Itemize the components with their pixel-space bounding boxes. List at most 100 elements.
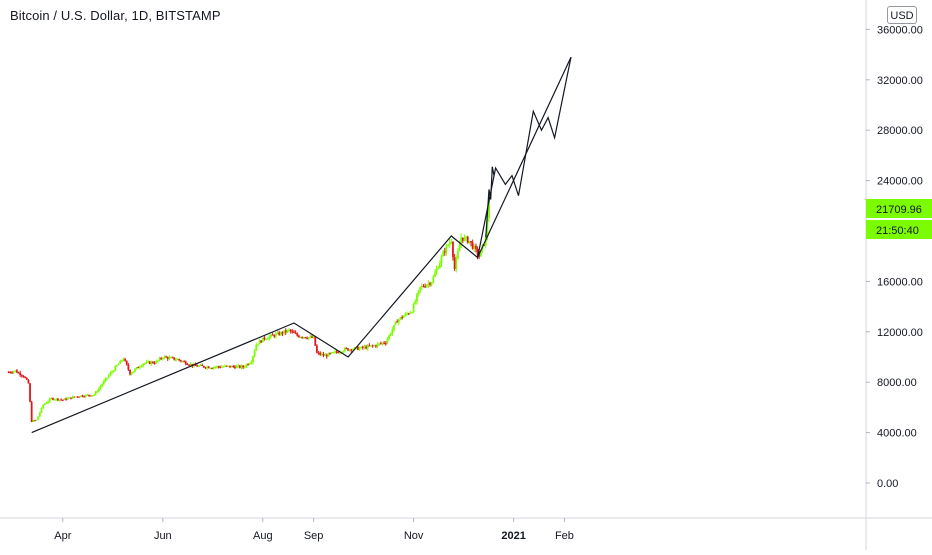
candle-body: [135, 367, 138, 369]
candle-body: [148, 361, 151, 364]
candle-body: [291, 331, 294, 333]
candle-body: [214, 367, 217, 369]
candle-body: [160, 358, 163, 360]
candle-body: [381, 342, 384, 344]
candle-body: [250, 362, 253, 364]
candle-body: [45, 402, 48, 404]
candle-body: [70, 397, 72, 399]
candle-body: [122, 359, 125, 361]
candle-body: [16, 370, 18, 373]
candle-body: [361, 346, 364, 348]
candle-body: [379, 343, 382, 345]
candle-body: [76, 396, 79, 398]
candle-body: [183, 361, 186, 363]
candle-body: [352, 349, 354, 351]
candle-body: [120, 360, 123, 362]
candle-body: [294, 332, 297, 334]
candle-body: [99, 386, 102, 389]
candle-body: [212, 367, 215, 369]
y-tick-label: 16000.00: [877, 276, 923, 288]
candle-body: [137, 367, 140, 369]
candle-body: [281, 332, 284, 334]
candle-body: [106, 377, 108, 379]
candle-body: [224, 365, 227, 367]
candle-body: [373, 345, 376, 347]
candle-body: [158, 358, 161, 361]
candle-body: [343, 348, 346, 352]
candle-body: [12, 371, 15, 373]
candle-body: [302, 337, 305, 339]
candle-body: [271, 334, 274, 336]
candle-body: [237, 365, 240, 367]
candle-body: [55, 398, 58, 400]
candle-body: [65, 398, 67, 400]
candle-body: [102, 381, 105, 385]
x-tick-label: Nov: [404, 530, 424, 542]
candle-body: [420, 285, 423, 287]
candle-body: [320, 353, 323, 355]
candle-body: [396, 321, 399, 323]
candle-body: [268, 336, 271, 339]
candle-body: [412, 303, 415, 313]
candle-body: [253, 350, 256, 357]
candle-body: [94, 391, 97, 395]
candle-body: [109, 372, 112, 376]
candle-body: [384, 343, 387, 345]
y-tick-label: 24000.00: [877, 176, 923, 188]
y-tick-label: 8000.00: [877, 377, 917, 389]
candle-body: [86, 394, 89, 396]
candle-body: [304, 337, 307, 339]
candle-body: [181, 361, 184, 363]
candle-body: [275, 333, 277, 337]
candle-body: [278, 332, 281, 336]
candle-body: [314, 336, 317, 346]
candle-body: [263, 337, 266, 340]
candle-body: [216, 366, 218, 368]
candle-body: [242, 365, 245, 368]
x-tick-label: Apr: [54, 530, 71, 542]
candle-body: [460, 237, 463, 246]
candle-body: [289, 329, 292, 332]
candle-body: [207, 366, 210, 369]
candle-body: [25, 377, 28, 380]
candle-body: [273, 335, 276, 337]
candle-body: [47, 401, 49, 403]
candle-body: [219, 366, 222, 368]
candle-body: [53, 399, 56, 401]
candle-body: [322, 353, 325, 356]
candle-body: [124, 359, 127, 361]
candle-body: [229, 365, 231, 368]
candle-body: [368, 345, 371, 347]
candle-body: [140, 365, 143, 367]
currency-button[interactable]: USD: [887, 6, 917, 24]
candle-body: [81, 395, 84, 397]
candle-body: [93, 394, 95, 396]
candle-body: [353, 347, 356, 350]
countdown-value: 21:50:40: [876, 225, 919, 237]
candle-body: [389, 333, 392, 336]
y-tick-label: 0.00: [877, 478, 898, 490]
candle-body: [68, 397, 71, 399]
candle-body: [134, 368, 136, 372]
candle-body: [217, 366, 220, 368]
candle-body: [156, 360, 159, 362]
x-tick-label: Feb: [555, 530, 574, 542]
candle-body: [230, 365, 233, 368]
candle-body: [61, 399, 64, 401]
candle-body: [222, 366, 225, 368]
candle-body: [71, 396, 74, 399]
candle-body: [306, 338, 308, 340]
candle-body: [63, 398, 66, 400]
candle-body: [376, 343, 379, 347]
candle-body: [189, 364, 192, 366]
candle-body: [170, 357, 172, 359]
candle-body: [227, 365, 230, 367]
x-tick-label: Sep: [304, 530, 324, 542]
candle-body: [32, 420, 35, 422]
candle-body: [19, 372, 22, 376]
candle-body: [450, 242, 453, 244]
candle-body: [186, 364, 189, 366]
candle-body: [261, 337, 264, 343]
